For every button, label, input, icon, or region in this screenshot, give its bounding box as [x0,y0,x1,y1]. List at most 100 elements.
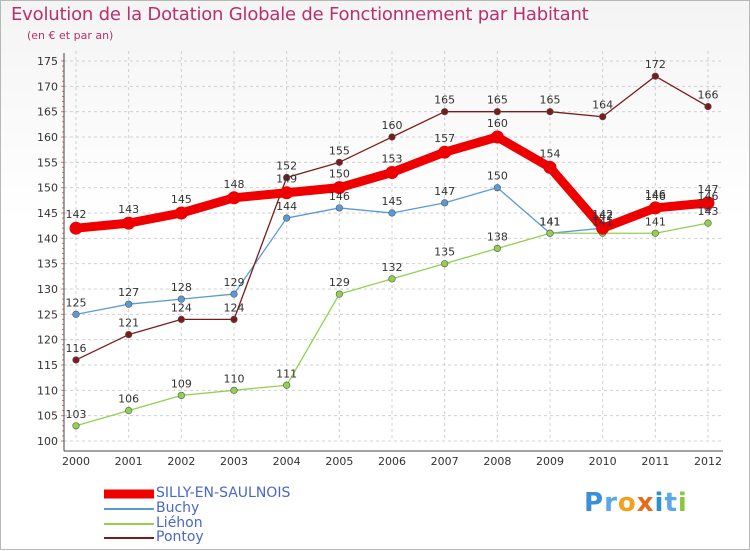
data-label-buchy-2004: 144 [276,200,297,213]
point-pontoy-2008 [493,108,501,116]
data-label-pontoy-2004: 152 [276,160,297,173]
data-label-buchy-2003: 129 [224,276,245,289]
data-label-pontoy-2003: 124 [224,301,245,314]
data-label-buchy-2010: 142 [592,210,613,223]
data-label-pontoy-2012: 166 [698,89,719,102]
point-pontoy-2005 [335,158,343,166]
data-label-pontoy-2009: 165 [540,94,561,107]
y-tick-label-100: 100 [37,435,58,448]
point-li-hon-2003 [230,386,238,394]
chart-title: Evolution de la Dotation Globale de Fonc… [11,4,589,25]
point-pontoy-2011 [651,72,659,80]
y-tick-label-110: 110 [37,384,58,397]
legend-label-pontoy: Pontoy [156,529,204,545]
point-buchy-2005 [335,204,343,212]
point-li-hon-2008 [493,244,501,253]
point-buchy-2008 [493,184,501,192]
data-label-pontoy-2006: 160 [382,119,403,132]
y-tick-label-150: 150 [37,182,58,195]
point-pontoy-2006 [388,133,396,141]
y-tick-label-155: 155 [37,156,58,169]
y-tick-label-170: 170 [37,80,58,93]
point-pontoy-2009 [546,108,554,116]
legend-swatch-pontoy [104,537,154,539]
data-label-li-hon-2007: 135 [434,246,455,259]
point-silly-en-saulnois-2002 [174,206,188,220]
data-label-li-hon-2011: 141 [645,215,666,228]
x-tick-label-2006: 2006 [378,455,406,468]
data-label-buchy-2009: 141 [540,215,561,228]
data-label-buchy-2007: 147 [434,185,455,198]
point-li-hon-2001 [125,407,133,415]
point-silly-en-saulnois-2001 [122,216,136,230]
point-silly-en-saulnois-2010 [596,221,610,235]
legend-swatch-silly [104,489,154,499]
data-label-li-hon-2006: 132 [382,261,403,274]
data-label-silly-en-saulnois-2011: 146 [645,188,666,201]
legend-swatch-liehon [104,523,154,525]
data-label-pontoy-2001: 121 [118,317,139,330]
grid-lines [64,51,721,442]
y-tick-label-160: 160 [37,131,58,144]
point-pontoy-2001 [125,331,133,339]
data-label-buchy-2011: 146 [645,190,666,203]
point-li-hon-2006 [388,275,396,283]
x-tick-label-2010: 2010 [589,455,617,468]
data-label-silly-en-saulnois-2002: 145 [171,193,192,206]
point-li-hon-2009 [546,229,554,237]
data-label-li-hon-2001: 106 [118,393,139,406]
point-pontoy-2002 [177,315,185,324]
data-label-buchy-2012: 146 [698,190,719,203]
point-silly-en-saulnois-2009 [543,160,557,174]
y-tick-label-125: 125 [37,308,58,321]
data-label-silly-en-saulnois-2007: 157 [434,132,455,145]
y-tick-label-105: 105 [37,410,58,423]
point-pontoy-2010 [599,113,607,121]
point-pontoy-2000 [72,356,80,364]
x-tick-label-2003: 2003 [220,455,248,468]
data-label-li-hon-2002: 109 [171,377,192,390]
point-buchy-2004 [283,214,291,222]
data-label-silly-en-saulnois-2008: 160 [487,117,508,130]
data-label-silly-en-saulnois-2001: 143 [118,203,139,216]
legend-label-buchy: Buchy [156,500,200,516]
y-tick-label-140: 140 [37,232,58,245]
data-label-buchy-2006: 145 [382,195,403,208]
point-li-hon-2005 [335,290,343,298]
point-li-hon-2012 [704,219,712,227]
data-label-li-hon-2009: 141 [540,215,561,228]
x-tick-label-2007: 2007 [431,455,459,468]
y-tick-label-115: 115 [37,359,58,372]
data-label-buchy-2000: 125 [66,296,87,309]
point-silly-en-saulnois-2008 [490,130,504,144]
data-label-buchy-2002: 128 [171,281,192,294]
proxiti-logo: Proxiti [584,488,688,518]
point-li-hon-2004 [283,381,291,389]
point-silly-en-saulnois-2012 [701,196,715,210]
data-label-pontoy-2005: 155 [329,144,350,157]
point-silly-en-saulnois-2006 [385,165,399,179]
y-tick-label-135: 135 [37,258,58,271]
point-buchy-2000 [72,310,80,318]
legend-swatch-buchy [104,508,154,510]
x-tick-label-2004: 2004 [273,455,301,468]
data-label-silly-en-saulnois-2009: 154 [540,147,561,160]
x-tick-label-2012: 2012 [694,455,722,468]
axes [61,53,723,452]
y-tick-label-145: 145 [37,207,58,220]
data-label-silly-en-saulnois-2003: 148 [224,178,245,191]
point-buchy-2007 [441,199,449,207]
data-label-pontoy-2011: 172 [645,58,666,71]
point-li-hon-2007 [441,260,449,268]
point-silly-en-saulnois-2004 [280,186,294,200]
data-label-silly-en-saulnois-2005: 150 [329,168,350,181]
data-label-silly-en-saulnois-2006: 153 [382,152,403,165]
x-tick-label-2009: 2009 [536,455,564,468]
y-tick-label-120: 120 [37,334,58,347]
data-label-buchy-2008: 150 [487,170,508,183]
data-label-li-hon-2012: 143 [698,205,719,218]
x-tick-label-2008: 2008 [483,455,511,468]
data-label-pontoy-2008: 165 [487,94,508,107]
point-pontoy-2004 [283,173,291,182]
